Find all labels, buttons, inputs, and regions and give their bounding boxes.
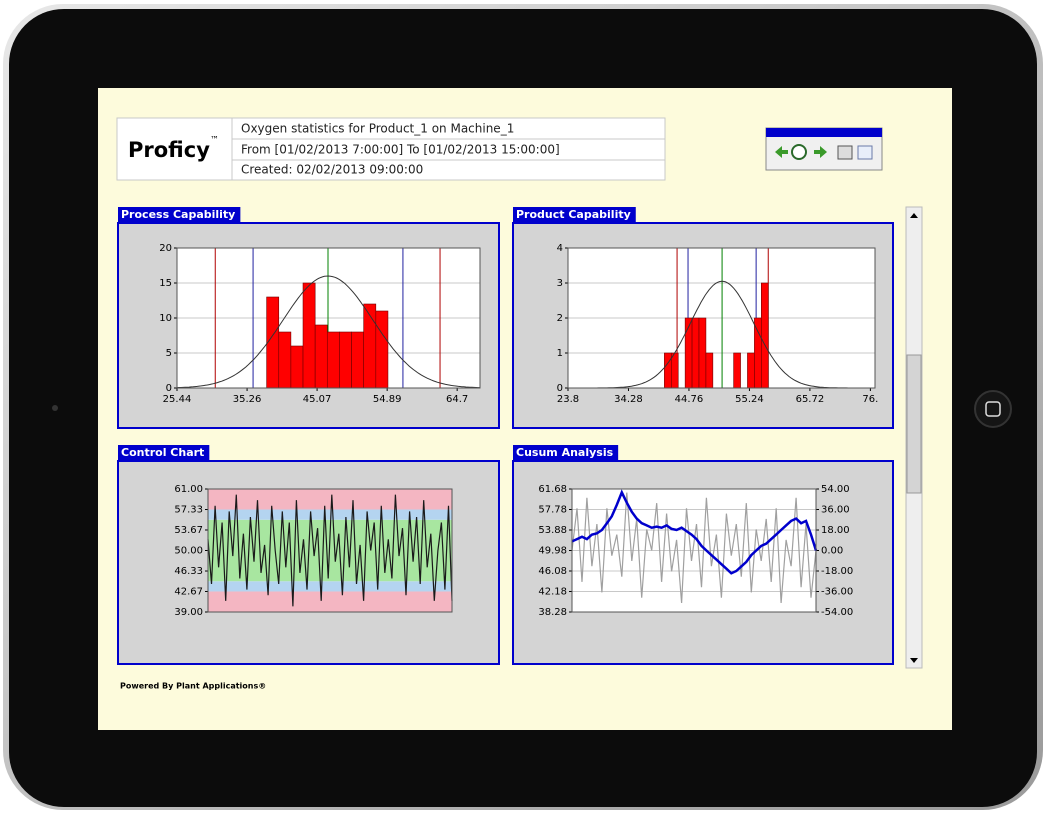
y-tick-label: 0	[557, 383, 563, 394]
properties-button[interactable]	[838, 146, 852, 159]
y2-tick-label: -18.00	[821, 566, 853, 577]
y-tick-label: 4	[557, 243, 563, 254]
bar	[267, 297, 279, 388]
bar	[754, 318, 761, 388]
y-tick-label: 53.88	[538, 525, 567, 536]
bar	[706, 353, 713, 388]
y2-tick-label: 0.00	[821, 546, 843, 557]
y-tick-label: 2	[557, 313, 563, 324]
bar	[747, 353, 754, 388]
y-tick-label: 42.18	[538, 587, 567, 598]
y-tick-label: 20	[159, 243, 172, 254]
y2-tick-label: -36.00	[821, 587, 853, 598]
export-button[interactable]	[858, 146, 872, 159]
x-tick-label: 64.7	[446, 394, 468, 405]
device: Proficy ™ Oxygen statistics for Product_…	[0, 0, 1046, 812]
bar	[315, 325, 327, 388]
bar	[364, 304, 376, 388]
header-created: Created: 02/02/2013 09:00:00	[241, 163, 423, 177]
y2-tick-label: 36.00	[821, 505, 850, 516]
header-range: From [01/02/2013 7:00:00] To [01/02/2013…	[241, 143, 560, 157]
x-tick-label: 54.89	[373, 394, 402, 405]
bar	[761, 283, 768, 388]
bar	[734, 353, 741, 388]
x-tick-label: 44.76	[675, 394, 704, 405]
y-tick-label: 1	[557, 348, 563, 359]
panel-title: Product Capability	[516, 208, 631, 221]
bar	[692, 318, 699, 388]
page: Proficy ™ Oxygen statistics for Product_…	[0, 0, 1046, 812]
x-tick-label: 65.72	[796, 394, 825, 405]
y-tick-label: 61.00	[174, 484, 203, 495]
bar	[376, 311, 388, 388]
bar	[664, 353, 671, 388]
bar	[279, 332, 291, 388]
panel-title: Process Capability	[121, 208, 235, 221]
y-tick-label: 38.28	[538, 607, 567, 618]
header-title: Oxygen statistics for Product_1 on Machi…	[241, 122, 514, 136]
x-tick-label: 35.26	[233, 394, 262, 405]
y-tick-label: 50.00	[174, 546, 203, 557]
y-tick-label: 5	[166, 348, 172, 359]
x-tick-label: 76.	[862, 394, 878, 405]
y-tick-label: 42.67	[174, 586, 203, 597]
bar	[671, 353, 678, 388]
y-tick-label: 15	[159, 278, 172, 289]
y-tick-label: 39.00	[174, 607, 203, 618]
y-tick-label: 57.78	[538, 505, 567, 516]
y-tick-label: 10	[159, 313, 172, 324]
zone	[208, 581, 452, 591]
toolbar-bar	[766, 128, 882, 137]
x-tick-label: 55.24	[735, 394, 764, 405]
y-tick-label: 53.67	[174, 525, 203, 536]
x-tick-label: 45.07	[303, 394, 332, 405]
logo-mark: ™	[210, 136, 219, 146]
y2-tick-label: 18.00	[821, 525, 850, 536]
bar	[303, 283, 315, 388]
y-tick-label: 0	[166, 383, 172, 394]
panel-title: Control Chart	[121, 446, 204, 459]
zone	[208, 489, 452, 510]
bar	[685, 318, 692, 388]
time-button[interactable]	[792, 145, 806, 159]
bar	[339, 332, 351, 388]
bar	[327, 332, 339, 388]
scroll-thumb[interactable]	[907, 355, 921, 493]
y2-tick-label: 54.00	[821, 484, 850, 495]
camera	[52, 405, 58, 411]
zone	[208, 591, 452, 612]
bar	[352, 332, 364, 388]
y-tick-label: 57.33	[174, 505, 203, 516]
y-tick-label: 46.08	[538, 566, 567, 577]
footer: Powered By Plant Applications®	[120, 682, 266, 691]
bar	[291, 346, 303, 388]
zone	[208, 510, 452, 520]
y-tick-label: 49.98	[538, 546, 567, 557]
panel-title: Cusum Analysis	[516, 446, 614, 459]
x-tick-label: 23.8	[557, 394, 579, 405]
bar	[699, 318, 706, 388]
y-tick-label: 3	[557, 278, 563, 289]
x-tick-label: 25.44	[163, 394, 192, 405]
y-tick-label: 46.33	[174, 566, 203, 577]
home-button[interactable]	[975, 391, 1011, 427]
y-tick-label: 61.68	[538, 484, 567, 495]
logo: Proficy	[128, 138, 210, 162]
x-tick-label: 34.28	[614, 394, 643, 405]
y2-tick-label: -54.00	[821, 607, 853, 618]
